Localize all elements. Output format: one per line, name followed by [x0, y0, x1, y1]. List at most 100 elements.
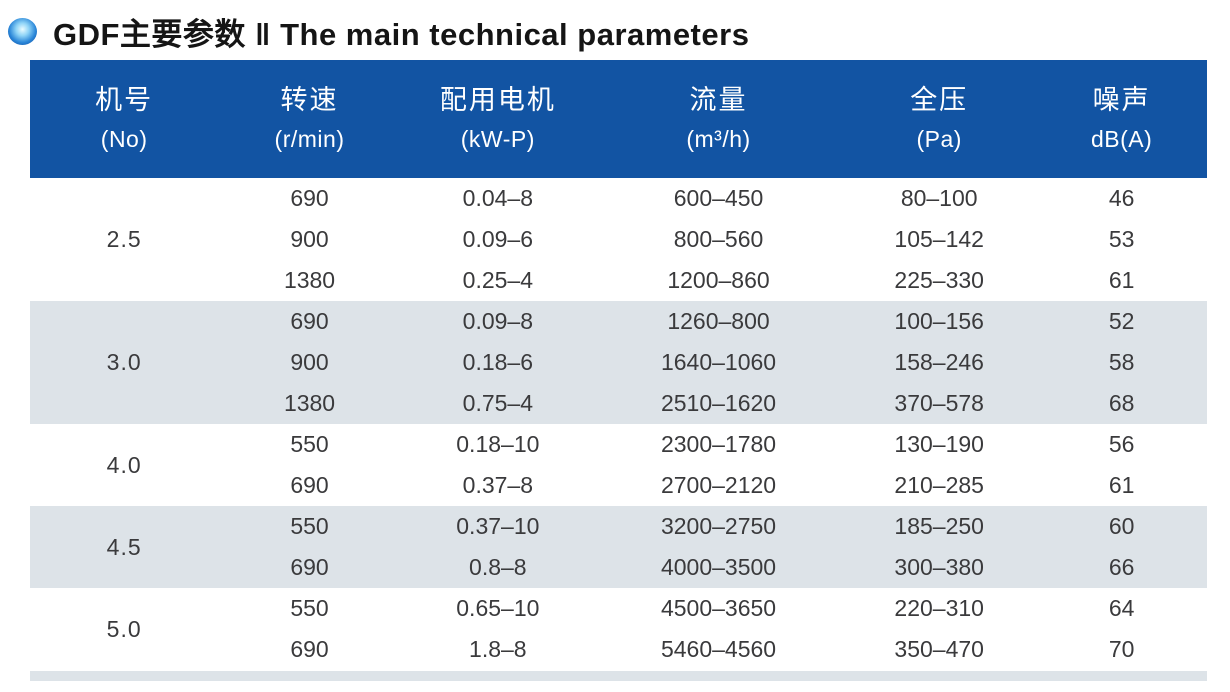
cell-speed: 690 — [218, 547, 401, 588]
group-5-0: 5.0 550 0.65–10 4500–3650 220–310 64 690… — [30, 588, 1207, 670]
table-row: 1380 0.75–4 2510–1620 370–578 68 — [30, 383, 1207, 424]
group-4-5: 4.5 550 0.37–10 3200–2750 185–250 60 690… — [30, 506, 1207, 588]
cell-noise: 61 — [1036, 465, 1207, 506]
col-header-no-zh: 机号 — [95, 85, 154, 115]
cell-noise: 58 — [1036, 342, 1207, 383]
cell-noise: 56 — [1036, 424, 1207, 465]
cell-noise: 60 — [1036, 506, 1207, 547]
col-header-speed: 转速 (r/min) — [218, 60, 401, 178]
cell-speed: 1380 — [218, 383, 401, 424]
group-no: 4.0 — [30, 424, 219, 506]
cell-pressure: 220–310 — [842, 588, 1037, 629]
cell-speed: 550 — [218, 588, 401, 629]
blue-sphere-bullet-icon — [8, 17, 37, 45]
cell-noise: 64 — [1036, 588, 1207, 629]
cell-motor: 0.25–4 — [400, 260, 595, 301]
col-header-motor: 配用电机 (kW-P) — [400, 60, 595, 178]
group-4-0: 4.0 550 0.18–10 2300–1780 130–190 56 690… — [30, 424, 1207, 506]
cell-flow: 5460–4560 — [594, 629, 843, 670]
cell-motor: 0.75–4 — [400, 383, 595, 424]
table-row: 3.0 690 0.09–8 1260–800 100–156 52 — [30, 301, 1207, 424]
cell-pressure: 300–380 — [842, 547, 1037, 588]
cell-pressure: 185–250 — [842, 506, 1037, 547]
cell-noise: 52 — [1036, 301, 1207, 342]
cell-pressure: 80–100 — [842, 178, 1037, 219]
cell-speed: 690 — [218, 465, 401, 506]
cell-pressure: 350–470 — [842, 629, 1037, 670]
table-row: 900 0.18–6 1640–1060 158–246 58 — [30, 342, 1207, 383]
cell-flow: 1640–1060 — [594, 342, 843, 383]
table-row: 690 0.37–8 2700–2120 210–285 61 — [30, 465, 1207, 506]
group-3-0: 3.0 690 0.09–8 1260–800 100–156 52 900 0… — [30, 301, 1207, 424]
table-row: 900 0.09–6 800–560 105–142 53 — [30, 219, 1207, 260]
cell-pressure: 210–285 — [842, 465, 1037, 506]
col-header-pressure-zh: 全压 — [910, 85, 969, 115]
col-header-no: 机号 (No) — [30, 60, 219, 178]
parameters-table: 机号 (No) 转速 (r/min) 配用电机 (kW-P) 流量 (m³/h)… — [30, 60, 1207, 670]
table-row: 2.5 690 0.04–8 600–450 80–100 46 — [30, 178, 1207, 301]
table-row: 1380 0.25–4 1200–860 225–330 61 — [30, 260, 1207, 301]
group-no: 2.5 — [30, 178, 219, 301]
col-header-flow-zh: 流量 — [689, 85, 748, 115]
group-no: 4.5 — [30, 506, 219, 588]
cell-speed: 550 — [218, 424, 401, 465]
cell-flow: 2700–2120 — [594, 465, 843, 506]
table-row: 5.0 550 0.65–10 4500–3650 220–310 64 — [30, 588, 1207, 670]
partial-next-row-strip — [30, 671, 1207, 681]
col-header-no-sub: (No) — [100, 126, 148, 152]
cell-motor: 0.18–6 — [400, 342, 595, 383]
cell-speed: 690 — [218, 178, 401, 219]
page-header: GDF主要参数 ‖ The main technical parameters — [0, 0, 1230, 52]
col-header-noise-sub: dB(A) — [1091, 126, 1153, 152]
cell-noise: 66 — [1036, 547, 1207, 588]
col-header-speed-zh: 转速 — [280, 85, 339, 115]
cell-pressure: 100–156 — [842, 301, 1037, 342]
col-header-pressure-sub: (Pa) — [916, 126, 962, 152]
cell-pressure: 130–190 — [842, 424, 1037, 465]
cell-speed: 690 — [218, 629, 401, 670]
col-header-motor-zh: 配用电机 — [439, 85, 556, 115]
table-row: 4.0 550 0.18–10 2300–1780 130–190 56 — [30, 424, 1207, 506]
cell-speed: 900 — [218, 342, 401, 383]
table-row: 690 0.8–8 4000–3500 300–380 66 — [30, 547, 1207, 588]
cell-speed: 690 — [218, 301, 401, 342]
cell-motor: 0.04–8 — [400, 178, 595, 219]
group-no: 5.0 — [30, 588, 219, 670]
group-no: 3.0 — [30, 301, 219, 424]
table-row: 4.5 550 0.37–10 3200–2750 185–250 60 — [30, 506, 1207, 588]
cell-motor: 0.65–10 — [400, 588, 595, 629]
cell-speed: 550 — [218, 506, 401, 547]
col-header-speed-sub: (r/min) — [274, 126, 345, 152]
page-title: GDF主要参数 ‖ The main technical parameters — [53, 16, 750, 52]
cell-noise: 61 — [1036, 260, 1207, 301]
cell-pressure: 158–246 — [842, 342, 1037, 383]
cell-motor: 0.37–8 — [400, 465, 595, 506]
cell-noise: 46 — [1036, 178, 1207, 219]
cell-noise: 68 — [1036, 383, 1207, 424]
table-header: 机号 (No) 转速 (r/min) 配用电机 (kW-P) 流量 (m³/h)… — [30, 60, 1207, 178]
cell-flow: 2300–1780 — [594, 424, 843, 465]
col-header-noise-zh: 噪声 — [1092, 85, 1151, 115]
cell-speed: 900 — [218, 219, 401, 260]
col-header-noise: 噪声 dB(A) — [1036, 60, 1207, 178]
cell-flow: 1200–860 — [594, 260, 843, 301]
cell-flow: 800–560 — [594, 219, 843, 260]
cell-motor: 0.8–8 — [400, 547, 595, 588]
cell-speed: 1380 — [218, 260, 401, 301]
cell-pressure: 105–142 — [842, 219, 1037, 260]
cell-motor: 1.8–8 — [400, 629, 595, 670]
group-2-5: 2.5 690 0.04–8 600–450 80–100 46 900 0.0… — [30, 178, 1207, 301]
cell-noise: 70 — [1036, 629, 1207, 670]
cell-flow: 4000–3500 — [594, 547, 843, 588]
cell-motor: 0.37–10 — [400, 506, 595, 547]
table-row: 690 1.8–8 5460–4560 350–470 70 — [30, 629, 1207, 670]
cell-motor: 0.09–6 — [400, 219, 595, 260]
col-header-pressure: 全压 (Pa) — [842, 60, 1037, 178]
col-header-flow-sub: (m³/h) — [686, 126, 751, 152]
cell-motor: 0.09–8 — [400, 301, 595, 342]
cell-flow: 4500–3650 — [594, 588, 843, 629]
cell-flow: 600–450 — [594, 178, 843, 219]
col-header-flow: 流量 (m³/h) — [594, 60, 843, 178]
cell-noise: 53 — [1036, 219, 1207, 260]
cell-motor: 0.18–10 — [400, 424, 595, 465]
